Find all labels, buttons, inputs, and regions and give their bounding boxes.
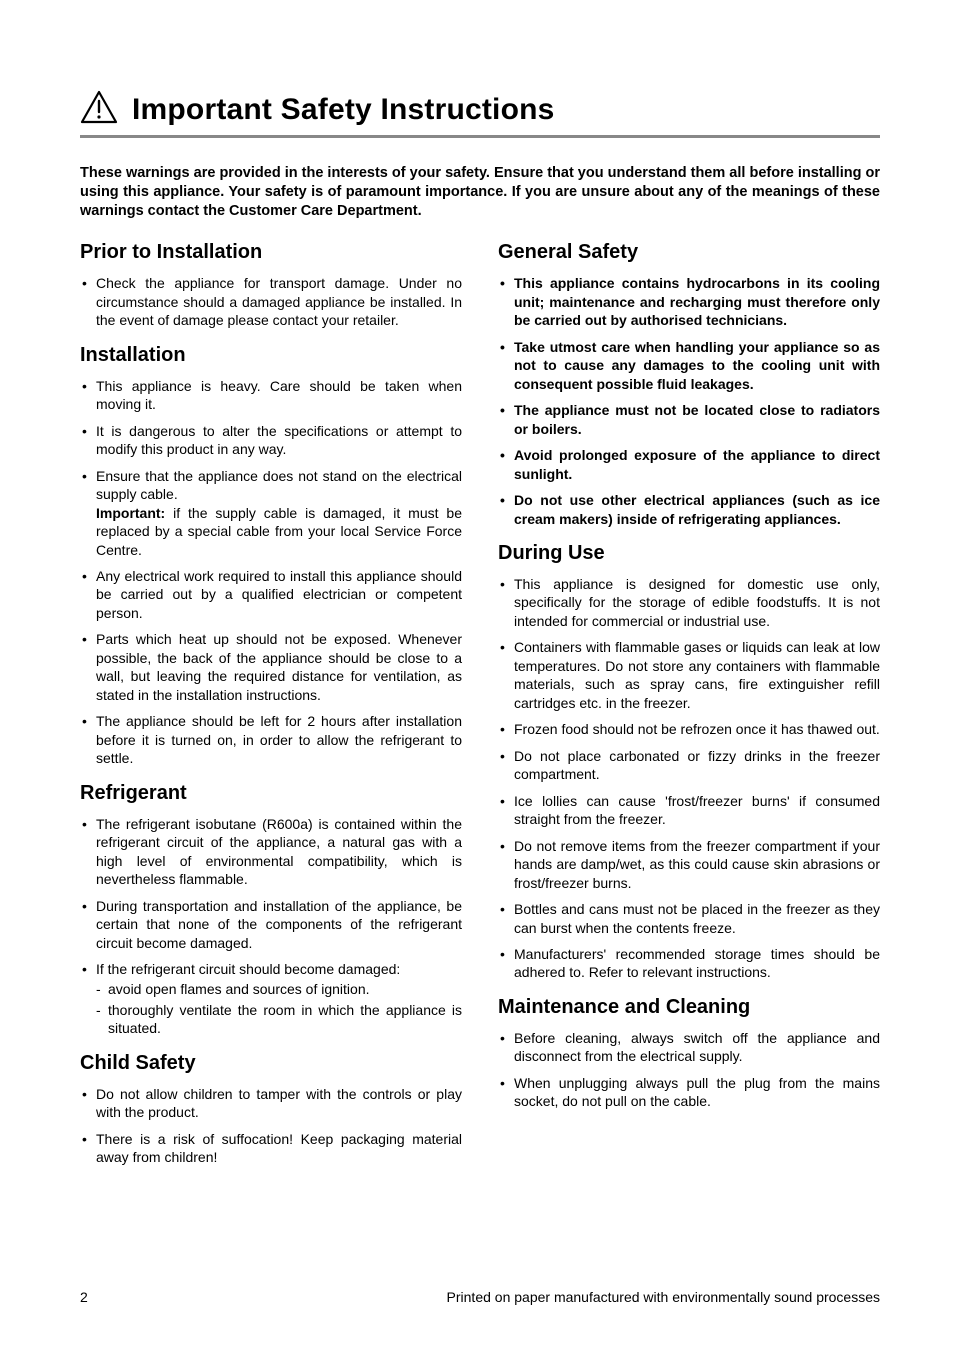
page-footer: 2 Printed on paper manufactured with env…	[80, 1289, 880, 1305]
list-item: Manufacturers' recommended storage times…	[498, 945, 880, 982]
section-heading: Refrigerant	[80, 782, 462, 805]
section-heading: Child Safety	[80, 1052, 462, 1075]
intro-paragraph: These warnings are provided in the inter…	[80, 164, 880, 221]
list-item: When unplugging always pull the plug fro…	[498, 1074, 880, 1111]
bullet-list: The refrigerant isobutane (R600a) is con…	[80, 815, 462, 1038]
nested-list: avoid open flames and sources of ignitio…	[96, 980, 462, 1037]
list-item: Bottles and cans must not be placed in t…	[498, 900, 880, 937]
list-item: Containers with flammable gases or liqui…	[498, 638, 880, 712]
list-item: This appliance is designed for domestic …	[498, 575, 880, 630]
left-column: Prior to Installation Check the appliance…	[80, 241, 462, 1174]
list-item: Frozen food should not be refrozen once …	[498, 720, 880, 738]
list-item: The appliance must not be located close …	[498, 401, 880, 438]
list-item: There is a risk of suffocation! Keep pac…	[80, 1130, 462, 1167]
right-column: General Safety This appliance contains hy…	[498, 241, 880, 1174]
section-heading: Prior to Installation	[80, 241, 462, 264]
title-row: Important Safety Instructions	[80, 90, 880, 138]
footer-text: Printed on paper manufactured with envir…	[447, 1289, 880, 1305]
list-item: Parts which heat up should not be expose…	[80, 630, 462, 704]
list-item: Do not allow children to tamper with the…	[80, 1085, 462, 1122]
bullet-list: Do not allow children to tamper with the…	[80, 1085, 462, 1167]
list-item: Do not remove items from the freezer com…	[498, 837, 880, 892]
list-item: This appliance is heavy. Care should be …	[80, 377, 462, 414]
warning-icon	[80, 90, 118, 129]
content-columns: Prior to Installation Check the appliance…	[80, 241, 880, 1174]
list-item: Ensure that the appliance does not stand…	[80, 467, 462, 559]
bullet-list: This appliance contains hydrocarbons in …	[498, 274, 880, 528]
nested-item: avoid open flames and sources of ignitio…	[96, 980, 462, 998]
list-item: Take utmost care when handling your appl…	[498, 338, 880, 393]
list-item: Check the appliance for transport damage…	[80, 274, 462, 329]
list-item: Before cleaning, always switch off the a…	[498, 1029, 880, 1066]
list-item: Any electrical work required to install …	[80, 567, 462, 622]
page-title: Important Safety Instructions	[132, 93, 555, 127]
nested-item: thoroughly ventilate the room in which t…	[96, 1001, 462, 1038]
section-heading: General Safety	[498, 241, 880, 264]
list-item: It is dangerous to alter the specificati…	[80, 422, 462, 459]
bullet-list: This appliance is heavy. Care should be …	[80, 377, 462, 768]
list-item: If the refrigerant circuit should become…	[80, 960, 462, 1038]
list-item: The refrigerant isobutane (R600a) is con…	[80, 815, 462, 889]
list-item: Do not place carbonated or fizzy drinks …	[498, 747, 880, 784]
section-heading: During Use	[498, 542, 880, 565]
list-item: During transportation and installation o…	[80, 897, 462, 952]
list-item: Avoid prolonged exposure of the applianc…	[498, 446, 880, 483]
section-heading: Maintenance and Cleaning	[498, 996, 880, 1019]
bullet-list: Before cleaning, always switch off the a…	[498, 1029, 880, 1111]
list-item: Do not use other electrical appliances (…	[498, 491, 880, 528]
list-item: Ice lollies can cause 'frost/freezer bur…	[498, 792, 880, 829]
bullet-list: This appliance is designed for domestic …	[498, 575, 880, 982]
bullet-list: Check the appliance for transport damage…	[80, 274, 462, 329]
list-item: This appliance contains hydrocarbons in …	[498, 274, 880, 329]
important-label: Important:	[96, 505, 165, 521]
section-heading: Installation	[80, 344, 462, 367]
list-item: The appliance should be left for 2 hours…	[80, 712, 462, 767]
page-number: 2	[80, 1289, 88, 1305]
